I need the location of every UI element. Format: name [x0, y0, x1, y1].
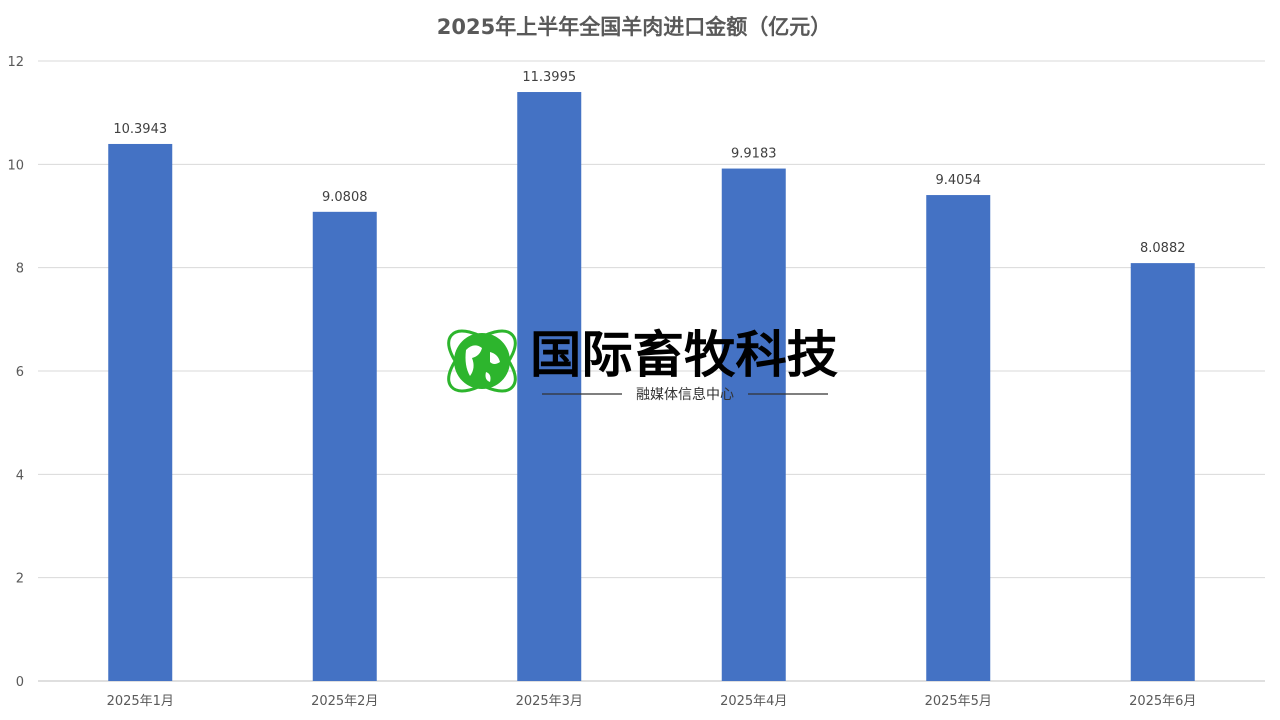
x-tick-label: 2025年6月 [1129, 694, 1196, 709]
x-tick-label: 2025年5月 [925, 694, 992, 709]
bar [312, 211, 377, 682]
y-tick-label: 12 [7, 55, 24, 70]
data-label: 9.0808 [322, 190, 368, 205]
bar [926, 195, 991, 682]
watermark-subtitle: 融媒体信息中心 [636, 386, 734, 403]
y-tick-label: 8 [16, 262, 24, 277]
data-label: 8.0882 [1140, 241, 1186, 256]
bar [721, 168, 786, 681]
data-labels: 10.3943 9.0808 11.3995 9.9183 9.4054 8.0882 [113, 70, 1185, 256]
data-label: 9.4054 [936, 173, 982, 188]
data-label: 10.3943 [113, 122, 167, 137]
bar [517, 92, 582, 682]
y-axis: 0 2 4 6 8 10 12 [7, 55, 24, 690]
y-tick-label: 2 [16, 572, 24, 587]
watermark-logo: 国际畜牧科技 融媒体信息中心 [447, 326, 838, 403]
x-tick-label: 2025年4月 [720, 694, 787, 709]
gridlines [38, 60, 1265, 682]
bar [108, 143, 173, 681]
bars [108, 92, 1195, 682]
chart-title: 2025年上半年全国羊肉进口金额（亿元） [437, 15, 831, 39]
x-tick-label: 2025年1月 [107, 694, 174, 709]
y-tick-label: 10 [7, 158, 24, 173]
bar [1130, 263, 1195, 681]
x-tick-label: 2025年3月 [516, 694, 583, 709]
data-label: 11.3995 [522, 70, 576, 85]
y-tick-label: 0 [16, 675, 24, 690]
globe-icon [447, 329, 517, 393]
y-tick-label: 6 [16, 365, 24, 380]
watermark-title: 国际畜牧科技 [530, 326, 838, 384]
x-tick-label: 2025年2月 [311, 694, 378, 709]
data-label: 9.9183 [731, 147, 777, 162]
x-axis: 2025年1月 2025年2月 2025年3月 2025年4月 2025年5月 2025年… [107, 694, 1197, 709]
y-tick-label: 4 [16, 468, 24, 483]
